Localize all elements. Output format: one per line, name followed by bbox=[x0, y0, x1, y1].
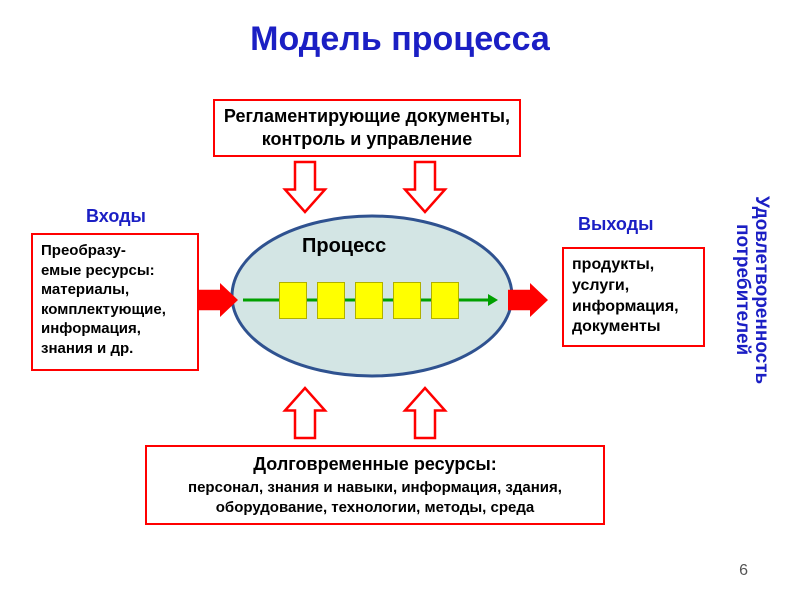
process-step bbox=[355, 282, 383, 319]
top-controls-box: Регламентирующие документы, контроль и у… bbox=[213, 99, 521, 157]
outputs-label: Выходы bbox=[578, 214, 654, 235]
resources-title: Долговременные ресурсы: bbox=[155, 453, 595, 476]
satisfaction-vertical-label: Удовлетворенность потребителей bbox=[733, 150, 771, 430]
process-step bbox=[317, 282, 345, 319]
outputs-box-text: продукты,услуги,информация,документы bbox=[572, 256, 679, 335]
inputs-box: Преобразу-емые ресурсы:материалы,комплек… bbox=[31, 233, 199, 371]
process-step bbox=[431, 282, 459, 319]
resources-box: Долговременные ресурсы: персонал, знания… bbox=[145, 445, 605, 525]
resources-subtitle: персонал, знания и навыки, информация, з… bbox=[155, 478, 595, 517]
inputs-box-text: Преобразу-емые ресурсы:материалы,комплек… bbox=[41, 242, 166, 357]
process-label: Процесс bbox=[302, 235, 386, 258]
outputs-box: продукты,услуги,информация,документы bbox=[562, 247, 705, 347]
top-controls-text: Регламентирующие документы, контроль и у… bbox=[224, 105, 510, 152]
process-step bbox=[279, 282, 307, 319]
page-number: 6 bbox=[739, 562, 748, 580]
inputs-label: Входы bbox=[86, 206, 146, 227]
process-step bbox=[393, 282, 421, 319]
page-title: Модель процесса bbox=[0, 20, 800, 59]
